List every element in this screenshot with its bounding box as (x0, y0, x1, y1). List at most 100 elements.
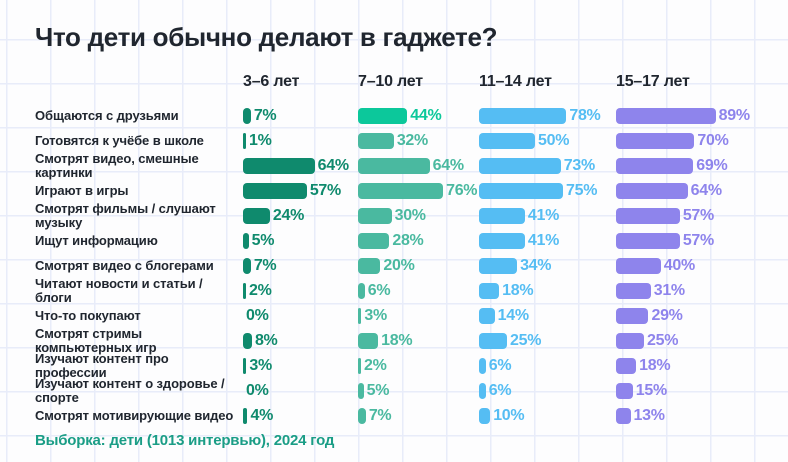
bar (243, 157, 315, 174)
bar-cell: 1% (243, 128, 358, 153)
bar-cell: 5% (243, 228, 358, 253)
bar (243, 257, 251, 274)
row-label: Смотрят мотивирующие видео (35, 407, 234, 423)
bar (358, 332, 379, 349)
page-title: Что дети обычно делают в гаджете? (35, 22, 498, 52)
column-header-7-10: 7–10 лет (358, 73, 423, 90)
bar-cell: 50% (479, 128, 616, 153)
bar-value: 64% (432, 156, 464, 174)
column-header-11-14: 11–14 лет (479, 73, 552, 90)
bar-cell: 0% (243, 378, 358, 403)
bar-value: 14% (497, 306, 529, 324)
bar-value: 69% (696, 156, 728, 174)
row-label: Смотрят видео с блогерами (35, 257, 214, 273)
bar-value: 44% (410, 106, 442, 124)
row-label: Смотрят стримы компьютерных игр (35, 325, 157, 355)
bar-value: 7% (368, 406, 392, 424)
chart-row: Смотрят стримы компьютерных игр 8% 18% 25% 2… (35, 325, 788, 355)
bar-cell: 73% (479, 153, 616, 178)
bar (358, 357, 361, 374)
bar-cell: 41% (479, 203, 616, 228)
bar (479, 182, 563, 199)
bar-cell: 34% (479, 253, 616, 278)
bar-cell: 6% (479, 353, 616, 378)
bar-value: 32% (396, 131, 428, 149)
chart-row: Смотрят мотивирующие видео 4% 7% 10% 13% (35, 403, 788, 428)
bar-cell: 20% (358, 253, 479, 278)
bar-cell: 3% (358, 303, 479, 328)
bar-cell: 40% (616, 253, 768, 278)
bar (243, 182, 307, 199)
bar-cell: 10% (479, 403, 616, 428)
bar-value: 25% (647, 331, 679, 349)
bar (358, 407, 366, 424)
bar-value: 30% (394, 206, 426, 224)
bar-value: 89% (718, 106, 750, 124)
row-label: Ищут информацию (35, 232, 158, 248)
bar-cell: 8% (243, 328, 358, 353)
bar-value: 20% (383, 256, 415, 274)
bar-value: 1% (249, 131, 272, 149)
bar-value: 64% (317, 156, 349, 174)
bar-value: 24% (272, 206, 304, 224)
bar-cell: 28% (358, 228, 479, 253)
bar-cell: 5% (358, 378, 479, 403)
chart-row: Общаются с друзьями 7% 44% 78% 89% (35, 103, 788, 128)
bar-cell: 18% (616, 353, 768, 378)
row-label: Смотрят фильмы / слушают музыку (35, 200, 216, 230)
bar-value: 75% (566, 181, 598, 199)
bar (358, 132, 394, 149)
bar-value: 70% (697, 131, 729, 149)
age-group-header-row: 3–6 лет 7–10 лет 11–14 лет 15–17 лет (0, 73, 788, 91)
row-label: Общаются с друзьями (35, 107, 179, 123)
bar-value: 7% (253, 256, 277, 274)
bar-value: 5% (251, 231, 275, 249)
bar-value: 41% (527, 206, 560, 224)
bar-value: 34% (520, 256, 552, 274)
bar-value: 13% (633, 406, 665, 424)
bar-value: 40% (663, 256, 695, 274)
bar-value: 3% (364, 306, 387, 324)
bar (479, 232, 525, 249)
bar-cell: 69% (616, 153, 768, 178)
bar-cell: 78% (479, 103, 616, 128)
bar (479, 357, 486, 374)
bar-value: 6% (488, 381, 512, 399)
bar-value: 57% (682, 206, 714, 224)
bar-cell: 41% (479, 228, 616, 253)
bar-cell: 18% (479, 278, 616, 303)
bar-cell: 2% (243, 278, 358, 303)
bar-value: 28% (392, 231, 424, 249)
bar-cell: 24% (243, 203, 358, 228)
bar (243, 207, 270, 224)
bar (479, 332, 507, 349)
bar (243, 282, 246, 299)
bar (358, 257, 381, 274)
bar-cell: 30% (358, 203, 479, 228)
bar-cell: 4% (243, 403, 358, 428)
bar (479, 282, 500, 299)
bar (358, 307, 362, 324)
chart-row: Что-то покупают 0% 3% 14% 29% (35, 303, 788, 328)
row-label: Играют в игры (35, 182, 129, 198)
bar (616, 132, 695, 149)
bar-cell: 44% (358, 103, 479, 128)
bar (479, 407, 491, 424)
bar-cell: 7% (358, 403, 479, 428)
bar (243, 232, 249, 249)
bar (479, 257, 518, 274)
bar (616, 182, 688, 199)
bar-value: 5% (366, 381, 390, 399)
bar-cell: 6% (479, 378, 616, 403)
bar-value: 31% (653, 281, 685, 299)
bar-value: 3% (249, 356, 272, 374)
bar-value: 2% (249, 281, 272, 299)
bar-cell: 6% (358, 278, 479, 303)
bar-cell: 64% (243, 153, 358, 178)
chart-row: Ищут информацию 5% 28% 41% 57% (35, 228, 788, 253)
bar (358, 282, 365, 299)
bar (243, 132, 246, 149)
bar-value: 57% (682, 231, 714, 249)
bar-cell: 15% (616, 378, 768, 403)
column-header-3-6: 3–6 лет (243, 73, 300, 90)
